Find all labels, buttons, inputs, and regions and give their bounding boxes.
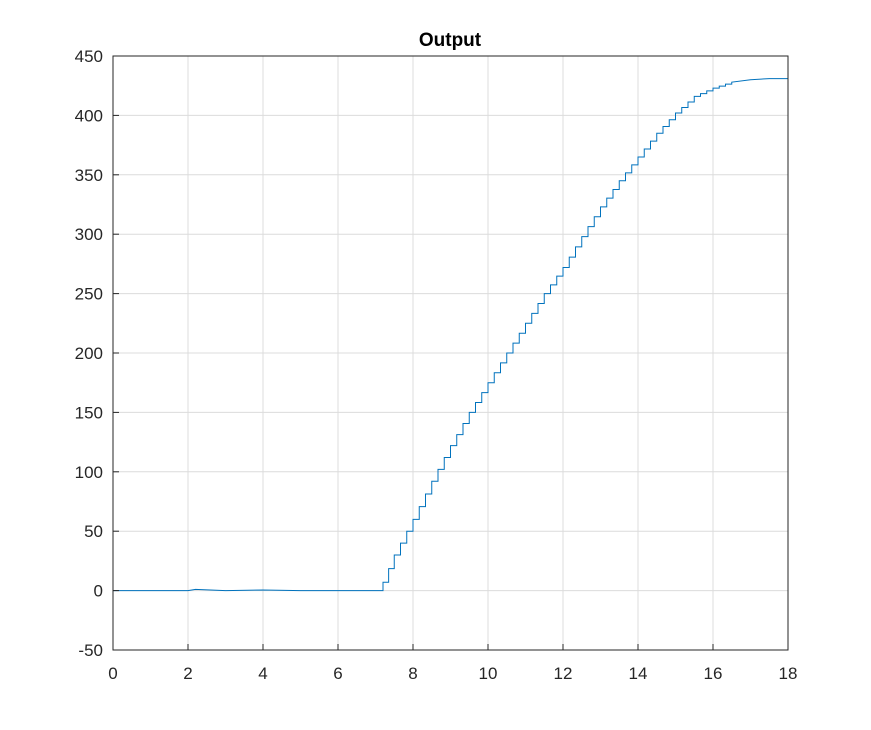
x-tick-label: 12 xyxy=(554,664,573,683)
x-tick-label: 18 xyxy=(779,664,798,683)
y-tick-label: -50 xyxy=(78,641,103,660)
x-tick-label: 8 xyxy=(408,664,417,683)
x-tick-label: 6 xyxy=(333,664,342,683)
series-line-output xyxy=(113,78,789,592)
y-tick-label: 400 xyxy=(75,106,103,125)
tick-layer: 0 2 4 6 8 10 12 14 16 18 -50 0 50 100 150 200 250 300 350 4… xyxy=(75,47,798,683)
y-tick-label: 200 xyxy=(75,344,103,363)
x-tick-label: 4 xyxy=(258,664,267,683)
chart-title: Output xyxy=(419,30,482,51)
y-tick-label: 450 xyxy=(75,47,103,66)
y-tick-label: 50 xyxy=(84,522,103,541)
series-layer xyxy=(113,78,789,592)
x-tick-label: 2 xyxy=(183,664,192,683)
x-tick-label: 10 xyxy=(479,664,498,683)
x-tick-label: 14 xyxy=(629,664,648,683)
y-tick-label: 300 xyxy=(75,225,103,244)
y-tick-label: 150 xyxy=(75,403,103,422)
y-tick-label: 250 xyxy=(75,285,103,304)
x-tick-label: 0 xyxy=(108,664,117,683)
x-tick-label: 16 xyxy=(704,664,723,683)
y-tick-label: 0 xyxy=(94,582,103,601)
y-tick-label: 100 xyxy=(75,463,103,482)
y-tick-label: 350 xyxy=(75,166,103,185)
